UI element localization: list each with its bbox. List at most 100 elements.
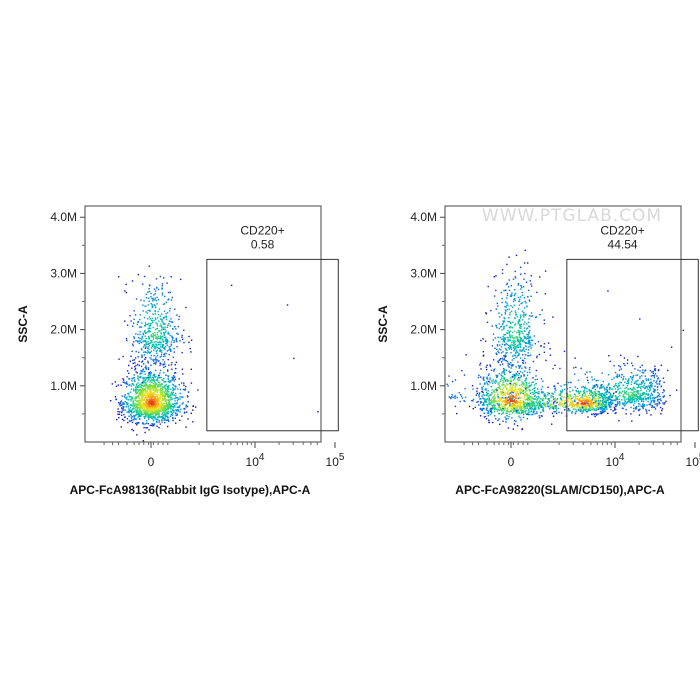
scatter-point	[159, 362, 161, 364]
scatter-point	[507, 396, 509, 399]
scatter-point	[147, 346, 149, 348]
scatter-point	[509, 345, 511, 347]
scatter-point	[145, 396, 147, 398]
scatter-point	[161, 421, 163, 423]
scatter-point	[153, 288, 156, 290]
scatter-point	[634, 398, 636, 400]
scatter-point	[506, 412, 508, 414]
scatter-point	[530, 339, 533, 342]
scatter-point	[135, 397, 137, 400]
scatter-point	[517, 338, 519, 340]
scatter-point	[149, 284, 151, 286]
scatter-point	[117, 384, 119, 386]
scatter-point	[586, 400, 588, 403]
scatter-point	[622, 377, 624, 380]
scatter-point	[509, 336, 511, 338]
scatter-point	[160, 393, 163, 395]
scatter-point	[503, 321, 505, 323]
scatter-point	[536, 400, 538, 402]
scatter-point	[136, 409, 138, 412]
scatter-point	[528, 408, 530, 411]
scatter-point	[181, 351, 183, 354]
scatter-point	[175, 392, 177, 395]
scatter-point	[136, 411, 138, 413]
scatter-point	[166, 388, 168, 391]
scatter-point	[136, 422, 138, 424]
scatter-point	[631, 379, 633, 381]
scatter-point	[600, 410, 602, 413]
scatter-point	[128, 415, 130, 417]
scatter-point	[162, 379, 164, 381]
scatter-point	[511, 342, 513, 344]
scatter-point	[481, 408, 483, 410]
scatter-point	[549, 407, 552, 409]
scatter-point	[603, 396, 605, 399]
scatter-point	[608, 398, 610, 400]
scatter-point	[589, 371, 591, 373]
scatter-point	[529, 371, 531, 374]
scatter-point	[527, 352, 529, 354]
scatter-point	[503, 328, 505, 330]
scatter-point	[493, 395, 495, 398]
scatter-point	[645, 390, 648, 392]
scatter-point	[635, 382, 637, 384]
scatter-point	[496, 302, 498, 305]
scatter-point	[598, 400, 601, 403]
scatter-point	[150, 388, 152, 390]
scatter-point	[164, 355, 166, 357]
scatter-point	[573, 406, 576, 408]
scatter-point	[623, 402, 625, 404]
scatter-point	[176, 340, 178, 343]
scatter-point	[515, 388, 517, 390]
scatter-point	[509, 327, 511, 329]
scatter-point	[502, 394, 504, 397]
scatter-point	[509, 411, 511, 413]
scatter-point	[509, 339, 511, 342]
scatter-point	[137, 377, 139, 379]
scatter-point	[180, 408, 182, 411]
scatter-point	[529, 411, 531, 413]
scatter-point	[517, 339, 519, 341]
scatter-point	[142, 440, 145, 442]
scatter-point	[560, 402, 562, 404]
scatter-point	[579, 408, 581, 410]
scatter-point	[150, 394, 153, 396]
scatter-point	[146, 427, 148, 429]
scatter-point	[526, 407, 528, 409]
scatter-point	[517, 321, 519, 323]
scatter-point	[486, 409, 489, 412]
scatter-point	[630, 413, 632, 415]
scatter-point	[505, 352, 507, 354]
scatter-point	[624, 401, 627, 403]
scatter-point	[595, 393, 597, 395]
scatter-point	[486, 394, 488, 396]
scatter-point	[522, 400, 524, 402]
scatter-point	[627, 401, 629, 403]
scatter-point	[155, 383, 158, 385]
scatter-point	[580, 407, 582, 409]
scatter-point	[498, 327, 500, 330]
scatter-point	[163, 371, 165, 374]
scatter-point	[151, 382, 153, 384]
scatter-point	[590, 389, 592, 392]
scatter-point	[583, 402, 585, 405]
scatter-point	[143, 354, 146, 356]
scatter-point	[544, 393, 546, 395]
scatter-point	[507, 337, 509, 339]
scatter-point	[154, 415, 156, 417]
scatter-point	[487, 384, 489, 386]
scatter-point	[514, 298, 516, 300]
scatter-point	[519, 416, 521, 419]
scatter-point	[553, 411, 555, 413]
scatter-point	[139, 401, 142, 403]
scatter-point	[537, 398, 539, 400]
scatter-point	[517, 283, 520, 285]
scatter-point	[581, 402, 583, 405]
scatter-point	[164, 393, 167, 395]
scatter-point	[155, 395, 157, 398]
scatter-point	[510, 395, 513, 397]
scatter-point	[627, 383, 629, 385]
scatter-point	[523, 387, 526, 389]
scatter-point	[156, 400, 159, 402]
scatter-point	[662, 396, 664, 398]
